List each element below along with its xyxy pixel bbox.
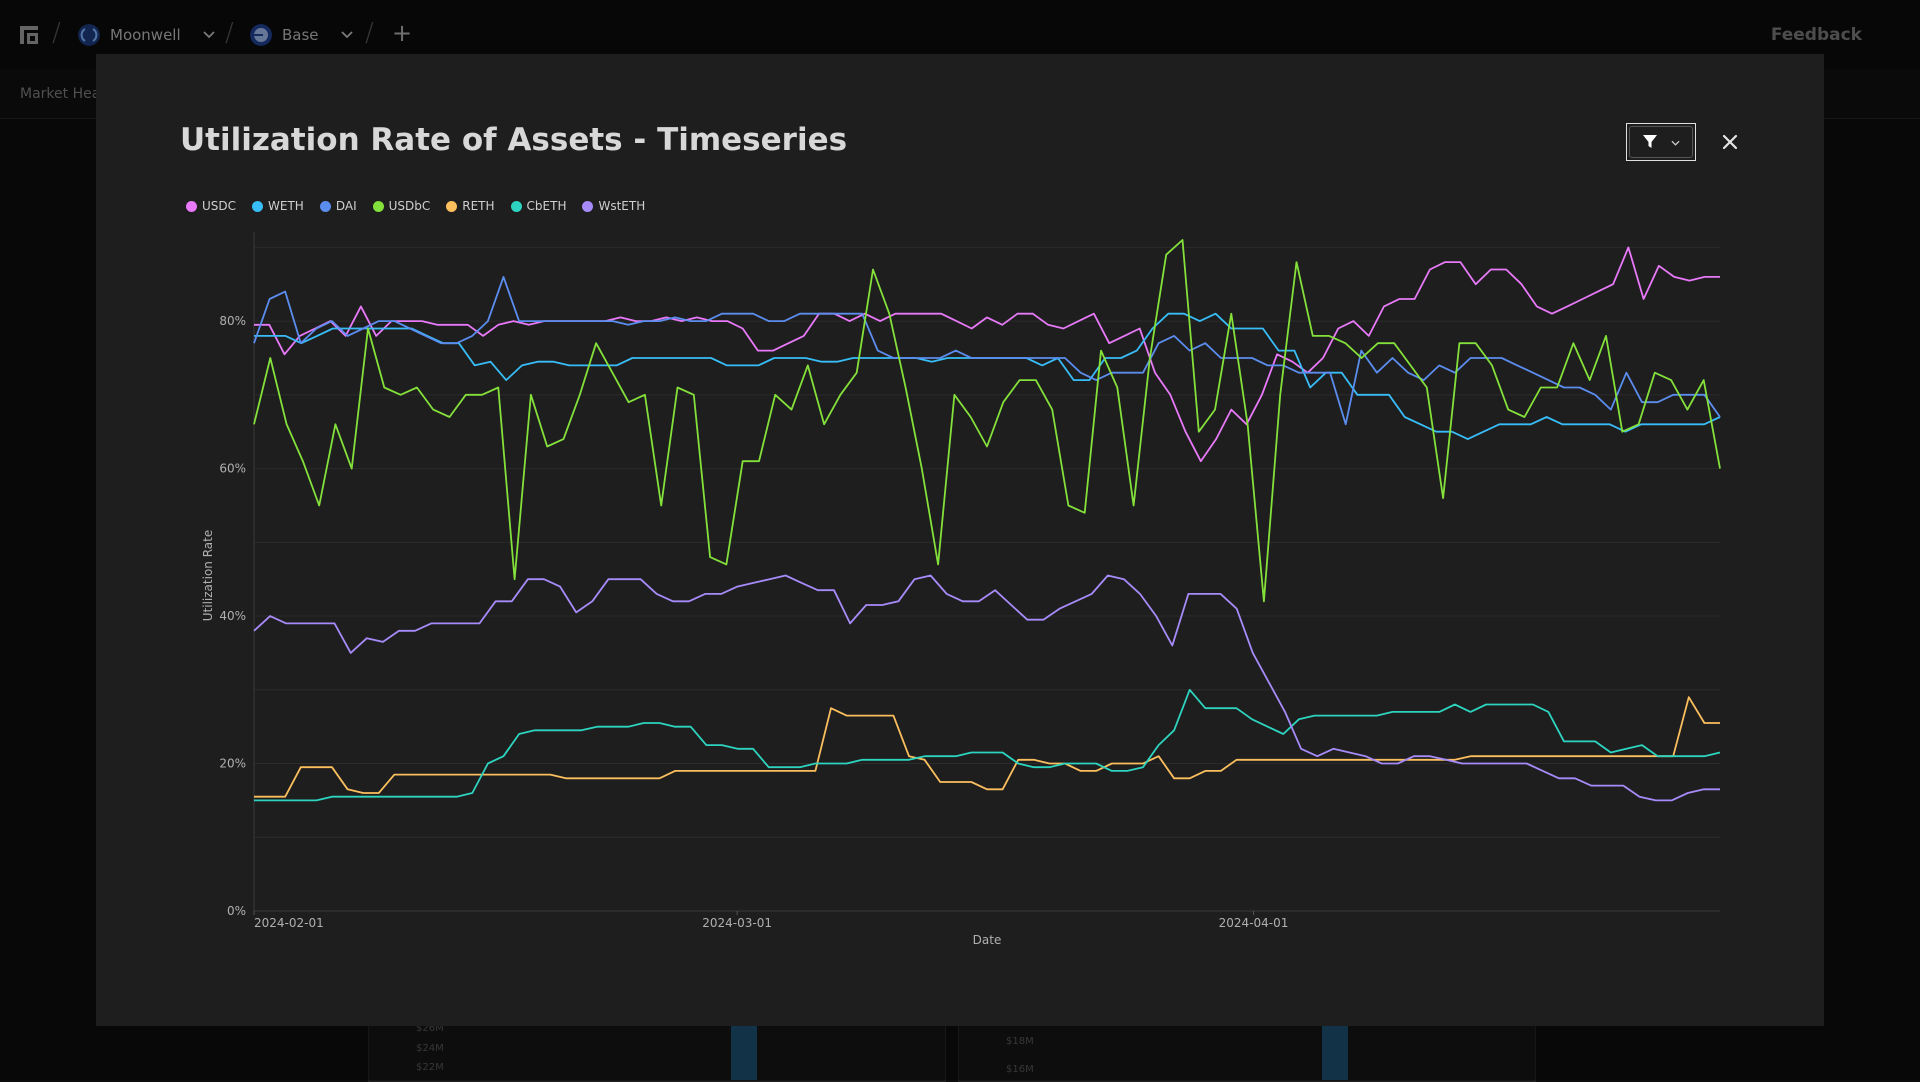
background-tick: $18M	[1006, 1036, 1034, 1047]
background-bar	[731, 1026, 757, 1080]
add-icon[interactable]: +	[392, 19, 413, 47]
y-tick-label: 40%	[219, 609, 246, 623]
series-line-usdc[interactable]	[254, 246, 1720, 463]
background-tick: $16M	[1006, 1064, 1034, 1075]
legend-item-cbeth[interactable]: CbETH	[510, 199, 567, 213]
x-axis-label: Date	[973, 933, 1002, 947]
legend-item-dai[interactable]: DAI	[319, 199, 357, 213]
series-line-wsteth[interactable]	[253, 574, 1720, 802]
series-line-weth[interactable]	[254, 312, 1721, 441]
background-chart-card	[958, 1015, 1536, 1082]
legend-item-reth[interactable]: RETH	[446, 199, 495, 213]
chevron-down-icon[interactable]	[340, 31, 353, 39]
chevron-down-icon	[1671, 140, 1680, 146]
y-axis-label: Utilization Rate	[201, 530, 215, 621]
x-tick-label: 2024-02-01	[254, 916, 324, 930]
background-tick: $26M	[416, 1023, 444, 1034]
breadcrumb-label: Moonwell	[110, 26, 181, 44]
background-tick: $22M	[416, 1062, 444, 1073]
legend-label: RETH	[462, 199, 495, 213]
legend-item-usdc[interactable]: USDC	[186, 199, 236, 213]
legend-item-wsteth[interactable]: WstETH	[582, 199, 645, 213]
series-line-usdbc[interactable]	[253, 239, 1721, 603]
breadcrumb-project[interactable]: Moonwell	[78, 24, 215, 46]
series-line-dai[interactable]	[253, 275, 1721, 426]
legend-label: CbETH	[526, 199, 567, 213]
background-tick: $24M	[416, 1043, 444, 1054]
background-bar	[1322, 1026, 1348, 1080]
x-tick-label: 2024-04-01	[1219, 916, 1289, 930]
base-chain-icon	[250, 24, 272, 46]
background-chart-card	[368, 1015, 946, 1082]
moonwell-logo-icon	[78, 24, 100, 46]
legend-dot-icon	[252, 200, 264, 212]
tab-market-health[interactable]: Market Hea	[20, 86, 101, 102]
legend-dot-icon	[446, 200, 458, 212]
chart-legend: USDC WETH DAI USDbC RETH CbETH WstETH	[186, 199, 645, 213]
legend-item-weth[interactable]: WETH	[252, 199, 304, 213]
breadcrumb-chain[interactable]: Base	[250, 24, 353, 46]
y-tick-label: 60%	[219, 462, 246, 476]
legend-dot-icon	[186, 200, 197, 212]
line-chart: 0% 20% 40% 60% 80% 2024-02-01 2024-03-01 2024-0…	[201, 232, 1721, 947]
modal-title: Utilization Rate of Assets - Timeseries	[180, 122, 848, 158]
chevron-down-icon[interactable]	[203, 31, 215, 39]
x-tick-label: 2024-03-01	[702, 916, 772, 930]
close-icon[interactable]	[1718, 130, 1742, 154]
app-logo-icon[interactable]	[18, 24, 40, 46]
filter-icon	[1643, 135, 1657, 148]
legend-label: USDC	[202, 199, 237, 213]
breadcrumb-label: Base	[282, 26, 319, 44]
chart-modal: Utilization Rate of Assets - Timeseries …	[96, 54, 1824, 1026]
y-tick-label: 0%	[227, 904, 246, 918]
filter-button[interactable]	[1626, 123, 1696, 161]
series-line-cbeth[interactable]	[254, 688, 1721, 802]
legend-dot-icon	[372, 200, 384, 212]
legend-item-usdbc[interactable]: USDbC	[372, 199, 431, 213]
legend-label: WstETH	[598, 199, 646, 213]
legend-label: USDbC	[388, 199, 431, 213]
legend-label: DAI	[335, 199, 357, 213]
legend-dot-icon	[510, 200, 522, 212]
y-tick-label: 80%	[219, 314, 246, 328]
breadcrumb-separator: /	[225, 18, 234, 48]
breadcrumb-separator: /	[365, 18, 374, 48]
legend-dot-icon	[319, 200, 331, 212]
y-tick-label: 20%	[219, 757, 246, 771]
series-line-reth[interactable]	[254, 696, 1720, 798]
legend-dot-icon	[582, 200, 594, 212]
feedback-link[interactable]: Feedback	[1770, 25, 1862, 45]
legend-label: WETH	[268, 199, 304, 213]
breadcrumb-separator: /	[52, 18, 61, 48]
filter-button-inner	[1629, 126, 1693, 158]
